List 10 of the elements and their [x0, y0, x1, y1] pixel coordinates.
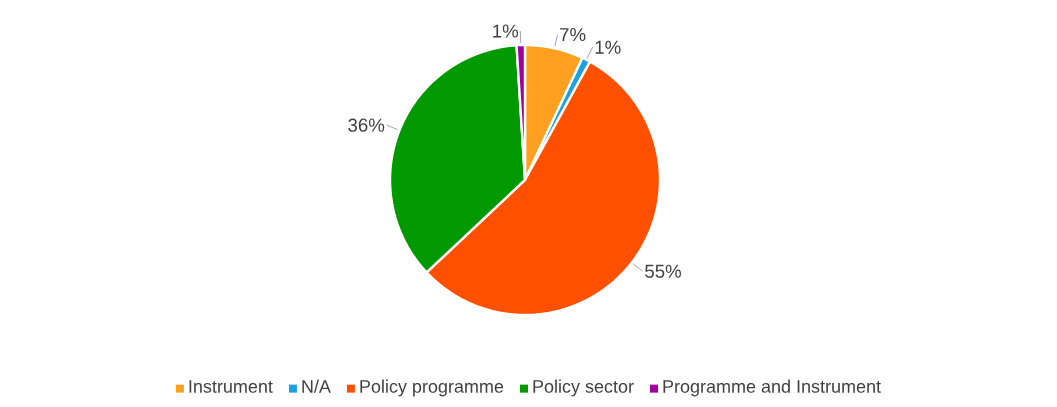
legend-label: Programme and Instrument [663, 379, 881, 397]
data-label: 1% [595, 40, 621, 54]
legend-label: Policy programme [360, 379, 504, 397]
data-label: 7% [560, 28, 586, 42]
legend-label: Instrument [189, 380, 273, 393]
data-label: 55% [645, 264, 682, 278]
legend-label: N/A [302, 379, 331, 393]
data-label: 1% [493, 24, 519, 38]
legend-label: Policy sector [533, 379, 634, 397]
data-label: 36% [348, 118, 385, 132]
